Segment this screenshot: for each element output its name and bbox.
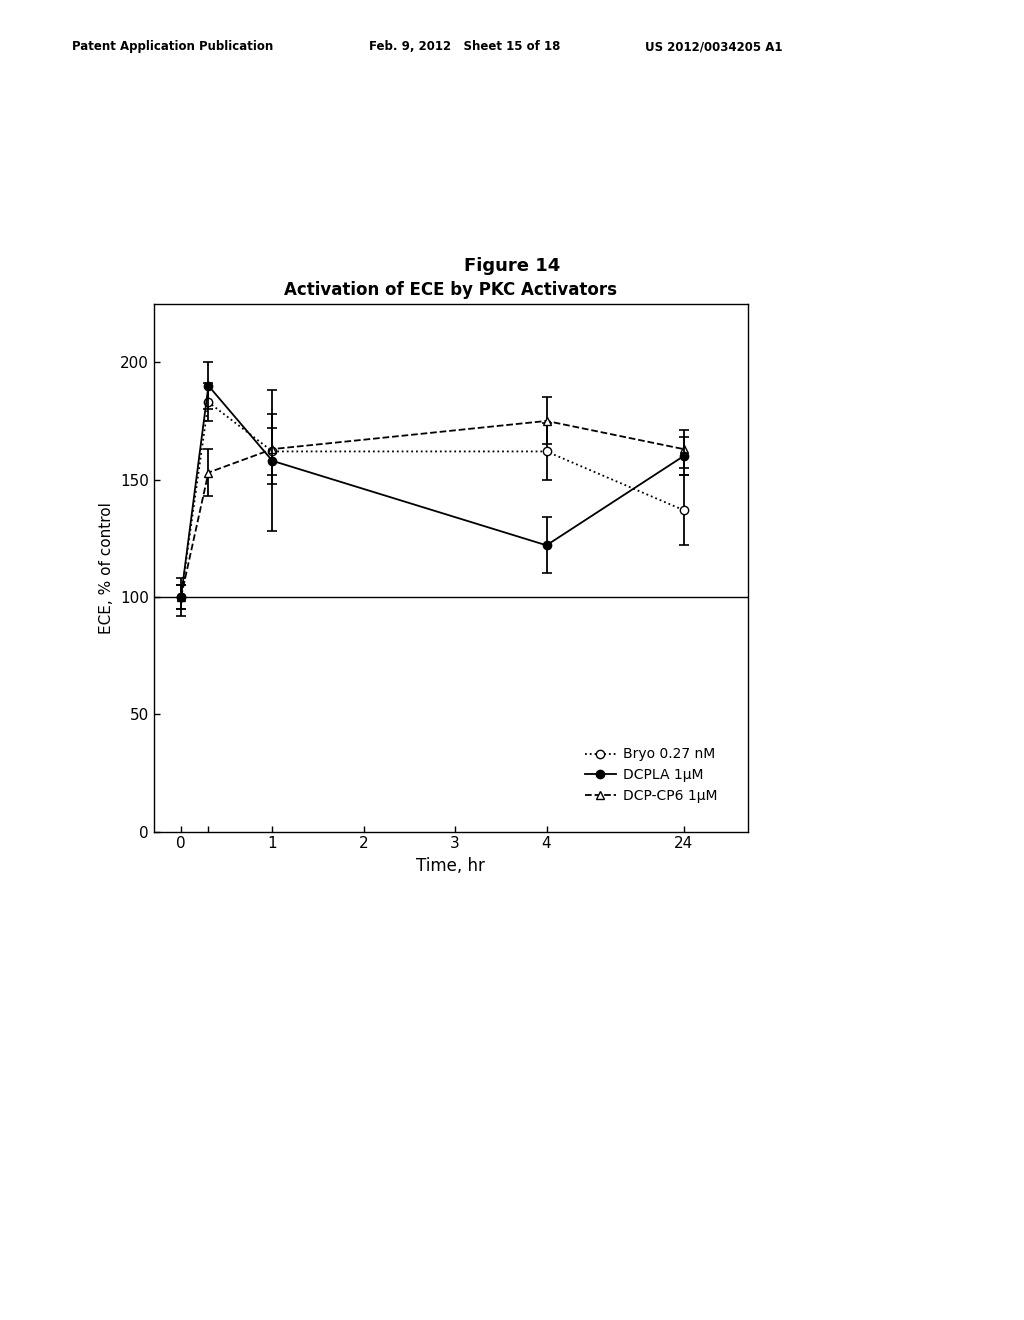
Text: US 2012/0034205 A1: US 2012/0034205 A1	[645, 40, 782, 53]
Legend: Bryo 0.27 nM, DCPLA 1μM, DCP-CP6 1μM: Bryo 0.27 nM, DCPLA 1μM, DCP-CP6 1μM	[580, 742, 723, 809]
X-axis label: Time, hr: Time, hr	[416, 857, 485, 875]
Text: Feb. 9, 2012   Sheet 15 of 18: Feb. 9, 2012 Sheet 15 of 18	[369, 40, 560, 53]
Title: Activation of ECE by PKC Activators: Activation of ECE by PKC Activators	[284, 281, 617, 300]
Text: Figure 14: Figure 14	[464, 256, 560, 275]
Y-axis label: ECE, % of control: ECE, % of control	[99, 502, 115, 634]
Text: Patent Application Publication: Patent Application Publication	[72, 40, 273, 53]
